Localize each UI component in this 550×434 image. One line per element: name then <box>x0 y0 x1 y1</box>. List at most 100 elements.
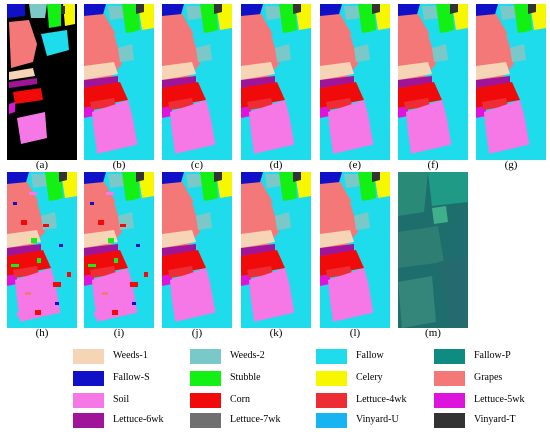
region-weeds-2 <box>422 6 440 20</box>
region-lettuce-5wk <box>162 106 172 118</box>
classification-map-panel <box>241 172 311 328</box>
region-weeds-2 <box>108 174 126 188</box>
noise-patch <box>94 312 102 317</box>
region-vinyard-t <box>372 172 380 182</box>
region-fallow-low <box>398 132 412 160</box>
classification-map-panel <box>7 4 77 160</box>
region-stubble-stripes <box>358 4 376 34</box>
gt-soil <box>17 112 47 144</box>
region-weeds-1 <box>320 62 354 80</box>
legend-swatch <box>190 371 221 386</box>
classification-map-panel <box>162 4 232 160</box>
legend-label: Stubble <box>230 372 261 383</box>
region-weeds-2-mid <box>275 44 291 62</box>
region-vinyard-u <box>516 62 546 160</box>
legend-label: Grapes <box>474 372 503 383</box>
classification-map-image <box>320 4 390 160</box>
region-weeds-2 <box>265 174 283 188</box>
region-weeds-2 <box>265 6 283 20</box>
region-vinyard-t <box>450 4 458 14</box>
region-weeds-1 <box>84 62 118 80</box>
region-vinyard-t <box>293 4 301 14</box>
legend-label: Weeds-2 <box>230 350 265 361</box>
noise-patch <box>25 292 31 295</box>
region-soil <box>249 100 297 154</box>
region-soil <box>170 100 218 154</box>
region-weeds-2-mid <box>118 44 134 62</box>
region-vinyard-t <box>214 172 222 182</box>
region-weeds-2 <box>344 6 362 20</box>
region-vinyard-u <box>360 62 390 160</box>
classification-map-image <box>84 4 154 160</box>
region-lettuce-5wk <box>320 106 330 118</box>
noise-patch <box>112 310 118 315</box>
panel-caption: (e) <box>348 159 362 171</box>
legend-swatch <box>434 413 465 428</box>
gt-lettuce-6wk <box>9 78 37 88</box>
noise-patch <box>136 244 140 247</box>
legend-label: Fallow <box>356 350 384 361</box>
region-weeds-1 <box>162 230 196 248</box>
legend-swatch <box>316 349 347 364</box>
legend-swatch <box>73 393 104 408</box>
region-lettuce-5wk <box>84 274 94 286</box>
noise-patch <box>67 272 71 277</box>
classification-map-panel <box>398 4 468 160</box>
classification-map-image <box>320 172 390 328</box>
region-stubble-stripes <box>200 172 218 202</box>
region-vinyard-t <box>293 172 301 182</box>
panel-caption: (b) <box>112 159 126 171</box>
region-fallow-low <box>320 300 334 328</box>
gt-stubble <box>47 4 61 28</box>
noise-patch <box>108 238 114 243</box>
region-fallow-low <box>320 132 334 160</box>
region-vinyard-u <box>124 230 154 328</box>
legend-label: Celery <box>356 372 383 383</box>
noise-patch <box>13 202 17 205</box>
region-lettuce-5wk <box>476 106 486 118</box>
region-stubble-stripes <box>514 4 532 34</box>
legend-swatch <box>316 413 347 428</box>
classification-map-panel <box>476 4 546 160</box>
panel-caption: (g) <box>504 159 518 171</box>
panel-caption: (a) <box>35 159 49 171</box>
noise-patch <box>59 244 63 247</box>
legend-swatch <box>434 371 465 386</box>
region-lettuce-5wk <box>241 274 251 286</box>
region-weeds-1 <box>84 230 118 248</box>
noise-patch <box>53 282 61 287</box>
region-vinyard-t <box>214 4 222 14</box>
gt-weeds-2 <box>29 4 47 18</box>
region-soil <box>328 100 376 154</box>
region-fallow-low <box>241 132 255 160</box>
region-soil <box>92 268 140 322</box>
region-vinyard-u <box>360 230 390 328</box>
legend-swatch <box>73 413 104 428</box>
region-vinyard-u <box>47 230 77 328</box>
fc-field-a <box>398 172 428 216</box>
region-vinyard-u <box>124 62 154 160</box>
region-weeds-2 <box>344 174 362 188</box>
region-lettuce-5wk <box>241 106 251 118</box>
legend-label: Fallow-P <box>474 350 511 361</box>
region-lettuce-5wk <box>320 274 330 286</box>
classification-map-image <box>476 4 546 160</box>
region-lettuce-5wk <box>7 274 17 286</box>
gt-celery <box>63 4 75 26</box>
region-weeds-2 <box>186 6 204 20</box>
region-stubble-stripes <box>358 172 376 202</box>
gt-vinyard-t <box>61 6 65 14</box>
noise-patch <box>90 202 94 205</box>
legend-swatch <box>434 349 465 364</box>
classification-map-image <box>241 172 311 328</box>
region-vinyard-u <box>438 62 468 160</box>
region-stubble-stripes <box>122 4 140 34</box>
region-fallow-low <box>7 300 21 328</box>
noise-patch <box>17 312 25 317</box>
gt-fallow <box>41 30 69 56</box>
gt-fallow-s <box>7 4 25 18</box>
fc-field-c <box>398 226 444 268</box>
panel-caption: (k) <box>269 327 283 339</box>
region-vinyard-t <box>528 4 536 14</box>
region-vinyard-t <box>136 4 144 14</box>
